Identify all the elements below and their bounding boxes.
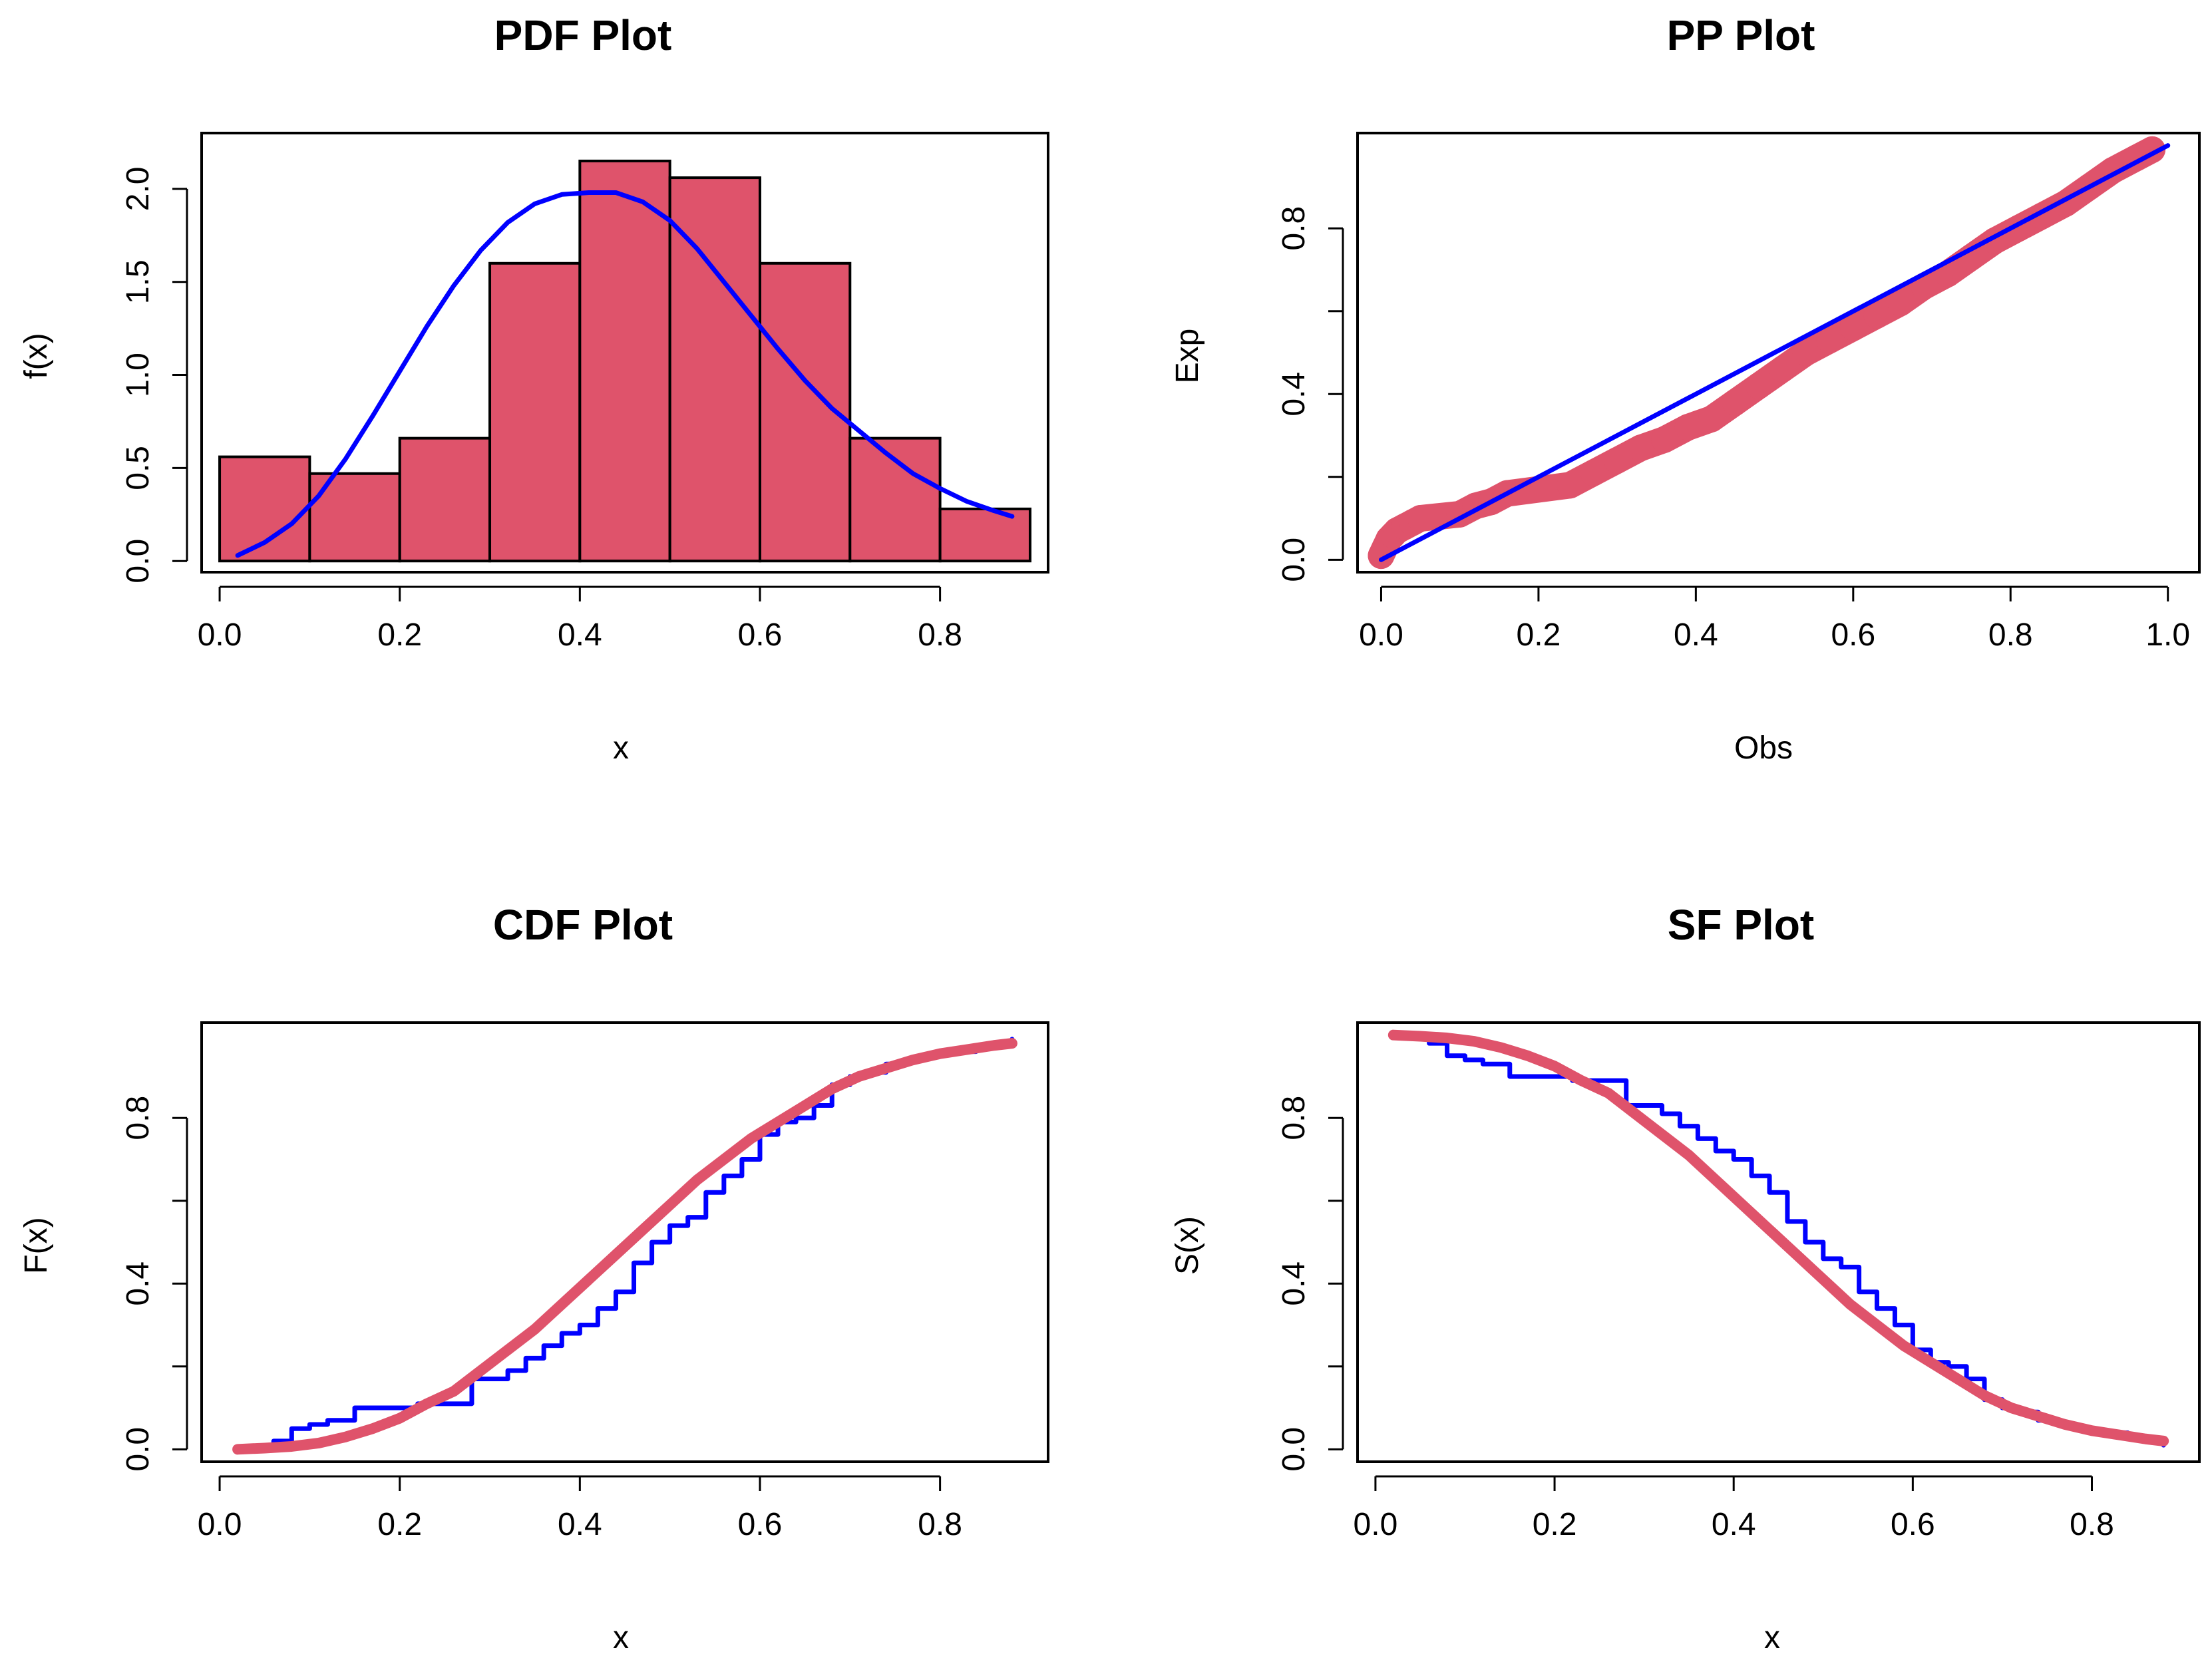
cdf-x-axis: 0.0 0.2 0.4 0.6 0.8: [198, 1475, 962, 1542]
cdf-x-tick-label-4: 0.8: [918, 1507, 962, 1542]
pdf-y-tick-label-0: 0.0: [120, 539, 156, 583]
cdf-plot-frame: [200, 1021, 1049, 1463]
pdf-x-tick-label-2: 0.4: [558, 617, 602, 653]
cdf-x-axis-label: x: [613, 1620, 629, 1655]
pdf-y-tick-label-1: 0.5: [120, 446, 156, 490]
pdf-x-axis: 0.0 0.2 0.4 0.6 0.8: [198, 585, 962, 653]
pdf-x-tick-label-1: 0.2: [377, 617, 422, 653]
pp-x-axis: 0.0 0.2 0.4 0.6 0.8 1.0: [1359, 585, 2190, 653]
pp-y-tick-label-0: 0.0: [1276, 538, 1312, 582]
pp-y-tick-label-4: 0.8: [1276, 206, 1312, 251]
pdf-x-tick-label-3: 0.6: [738, 617, 783, 653]
cdf-x-tick-label-0: 0.0: [198, 1507, 242, 1542]
pp-x-tick-label-4: 0.8: [1988, 617, 2033, 653]
pdf-y-tick-label-3: 1.5: [120, 259, 156, 304]
pp-series-reference-line: [1378, 143, 2171, 562]
pp-x-tick-label-0: 0.0: [1359, 617, 1403, 653]
pdf-plot-frame: [200, 132, 1049, 574]
pp-plot-title: PP Plot: [1667, 11, 1815, 59]
pdf-bar-7: [848, 436, 942, 563]
cdf-plot-title: CDF Plot: [493, 901, 673, 949]
pdf-series-fitted-density: [235, 190, 1015, 558]
pp-y-axis-label: Exp: [1170, 329, 1205, 384]
pdf-x-axis-label: x: [613, 731, 629, 766]
pdf-y-axis: 0.0 0.5 1.0 1.5 2.0: [120, 167, 188, 583]
cdf-y-tick-label-4: 0.8: [120, 1096, 156, 1140]
sf-x-tick-label-1: 0.2: [1533, 1507, 1577, 1542]
sf-x-tick-label-0: 0.0: [1354, 1507, 1398, 1542]
pdf-histogram-bars: [218, 159, 1031, 563]
sf-y-axis-label: S(x): [1170, 1216, 1205, 1275]
pdf-bar-0: [218, 455, 311, 563]
pp-x-tick-label-5: 1.0: [2145, 617, 2190, 653]
cdf-y-axis: 0.0 0.4 0.8: [120, 1096, 188, 1472]
pdf-plot-title: PDF Plot: [494, 11, 672, 59]
pdf-bar-2: [398, 436, 492, 563]
sf-x-axis: 0.0 0.2 0.4 0.6 0.8: [1354, 1475, 2114, 1542]
pdf-plot-panel: PDF Plot 0.0 0.2 0.4 0.6 0.8 0.0 0.5 1.0 1.5 2.0…: [19, 11, 1049, 766]
cdf-y-tick-label-0: 0.0: [120, 1427, 156, 1472]
pp-y-axis: 0.0 0.4 0.8: [1276, 206, 1344, 582]
sf-curves: [1387, 1029, 2169, 1448]
pp-x-axis-label: Obs: [1734, 731, 1793, 766]
pdf-y-axis-label: f(x): [19, 333, 54, 379]
sf-series-fitted: [1387, 1029, 2169, 1446]
pdf-x-tick-label-0: 0.0: [198, 617, 242, 653]
sf-y-tick-label-2: 0.4: [1276, 1261, 1312, 1306]
cdf-y-axis-label: F(x): [19, 1217, 54, 1273]
sf-x-tick-label-4: 0.8: [2070, 1507, 2114, 1542]
pp-plot-panel: PP Plot 0.0 0.2 0.4 0.6 0.8 1.0 0.0 0.4 0.8 Obs…: [1170, 11, 2201, 766]
sf-y-tick-label-4: 0.8: [1276, 1096, 1312, 1140]
cdf-curves: [232, 1037, 1017, 1455]
pdf-bar-5: [668, 176, 761, 563]
cdf-x-tick-label-1: 0.2: [377, 1507, 422, 1542]
pdf-bar-4: [578, 159, 671, 563]
cdf-plot-panel: CDF Plot 0.0 0.2 0.4 0.6 0.8 0.0 0.4 0.8 x F(x…: [19, 901, 1049, 1655]
pdf-y-tick-label-2: 1.0: [120, 353, 156, 397]
pp-x-tick-label-2: 0.4: [1674, 617, 1718, 653]
sf-x-axis-label: x: [1764, 1620, 1780, 1655]
cdf-x-tick-label-3: 0.6: [738, 1507, 783, 1542]
pdf-x-tick-label-4: 0.8: [918, 617, 962, 653]
cdf-x-tick-label-2: 0.4: [558, 1507, 602, 1542]
sf-y-axis: 0.0 0.4 0.8: [1276, 1096, 1344, 1472]
sf-x-tick-label-3: 0.6: [1891, 1507, 1935, 1542]
sf-plot-panel: SF Plot 0.0 0.2 0.4 0.6 0.8 0.0 0.4 0.8 x S(x): [1170, 901, 2201, 1655]
sf-plot-frame: [1356, 1021, 2201, 1463]
sf-x-tick-label-2: 0.4: [1712, 1507, 1756, 1542]
pp-y-tick-label-2: 0.4: [1276, 372, 1312, 416]
pdf-bar-1: [308, 472, 401, 563]
sf-y-tick-label-0: 0.0: [1276, 1427, 1312, 1472]
pp-point-band-37: [2123, 136, 2166, 172]
cdf-series-fitted: [232, 1038, 1017, 1455]
sf-plot-title: SF Plot: [1668, 901, 1814, 949]
pp-plot-frame: [1356, 132, 2201, 574]
pp-reference-line: [1378, 143, 2171, 562]
cdf-y-tick-label-2: 0.4: [120, 1261, 156, 1306]
pdf-bar-8: [938, 507, 1031, 563]
pdf-bar-3: [488, 261, 582, 563]
pp-x-tick-label-3: 0.6: [1831, 617, 1875, 653]
pdf-density-curves: [235, 190, 1015, 558]
pdf-y-tick-label-4: 2.0: [120, 167, 156, 212]
pp-x-tick-label-1: 0.2: [1517, 617, 1561, 653]
